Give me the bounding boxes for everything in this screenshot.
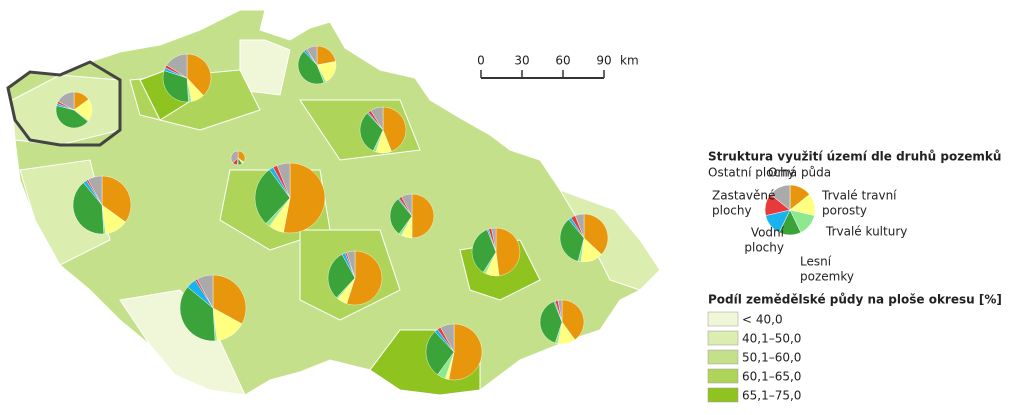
legend-label: Ostatní plochy <box>708 166 795 180</box>
pie-slice <box>448 323 483 381</box>
legend-title: Podíl zemědělské půdy na ploše okresu [%… <box>708 293 1002 307</box>
scale-label: 30 <box>514 54 529 68</box>
class-label: 60,1–65,0 <box>742 370 801 384</box>
scale-label: 0 <box>477 54 485 68</box>
class-label: < 40,0 <box>742 313 783 327</box>
legend-label: plochy <box>744 241 784 255</box>
legend-label: pozemky <box>800 270 854 284</box>
pie-slice <box>186 53 212 96</box>
pie-slice <box>382 106 407 152</box>
pie-slice <box>401 193 413 217</box>
pie-slice <box>561 299 585 341</box>
scale-label: 90 <box>596 54 611 68</box>
pie-slice <box>411 193 435 239</box>
class-legend: < 40,0 40,1–50,0 50,1–60,0 60,1–65,0 65,1–75… <box>707 311 801 403</box>
pie-slice <box>55 105 89 129</box>
pie-slice <box>440 323 455 353</box>
scale-label: 60 <box>555 54 570 68</box>
pie-slice <box>574 213 585 239</box>
pie-slice <box>557 299 563 323</box>
pie-slice <box>327 254 356 298</box>
pie-slice <box>87 175 103 206</box>
pie-slice <box>276 162 291 199</box>
legend-label: Trvalé kultury <box>825 225 907 239</box>
pie-slice <box>179 286 216 342</box>
pie-slice <box>539 301 563 344</box>
class-label: 65,1–75,0 <box>742 389 801 403</box>
pie-slice <box>425 331 455 375</box>
class-label: 40,1–50,0 <box>742 332 801 346</box>
pies <box>55 45 609 381</box>
legend-label: plochy <box>712 204 752 218</box>
legend-label: Zastavěné <box>712 189 775 203</box>
pie-slice <box>346 250 383 306</box>
pie-slice <box>346 250 356 279</box>
pie-slice <box>101 175 132 223</box>
pie-slice <box>166 53 188 79</box>
legend-label: Lesní <box>800 255 832 269</box>
pie-slice <box>495 227 521 277</box>
scale-bar: 0 30 60 90 km <box>477 54 639 79</box>
class-swatch <box>707 368 739 384</box>
pie-slice <box>254 169 291 224</box>
pie-slice <box>57 91 75 111</box>
pie-slice <box>297 50 325 85</box>
pie-slice <box>72 182 105 235</box>
scale-unit: km <box>620 54 639 68</box>
legend-label: Orná půda <box>768 166 831 180</box>
pie-slice <box>491 227 497 253</box>
legend-label: Vodní <box>751 226 785 240</box>
class-swatch <box>707 330 739 346</box>
legend-title: Struktura využití území dle druhů pozemk… <box>708 150 1001 164</box>
pie-slice <box>389 198 413 235</box>
pie-slice <box>196 274 214 309</box>
pie-slice <box>370 106 384 131</box>
border <box>6 60 122 147</box>
class-label: 50,1–60,0 <box>742 351 801 365</box>
pie-slice <box>162 70 189 103</box>
pie-slice <box>306 45 318 66</box>
legend-label: porosty <box>822 204 867 218</box>
pie-slice <box>583 213 609 255</box>
class-swatch <box>707 387 739 403</box>
pie-slice <box>359 112 384 152</box>
class-swatch <box>707 349 739 365</box>
legend-label: Trvalé travní <box>821 189 897 203</box>
pie-slice <box>212 274 247 325</box>
class-swatch <box>707 311 739 327</box>
pie-slice <box>230 150 239 164</box>
legend-swatch <box>770 184 791 211</box>
pie-slice <box>471 229 497 273</box>
pie-slice <box>559 219 585 262</box>
pie-slice <box>283 162 326 234</box>
